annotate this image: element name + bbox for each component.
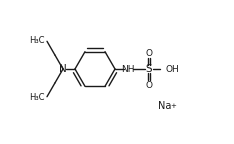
Text: NH: NH — [121, 65, 135, 73]
Text: OH: OH — [165, 65, 179, 73]
Text: H₃C: H₃C — [29, 36, 45, 45]
Text: O: O — [146, 49, 153, 57]
Text: H₃C: H₃C — [29, 93, 45, 102]
Text: +: + — [170, 103, 176, 109]
Text: Na: Na — [158, 101, 171, 111]
Text: O: O — [146, 80, 153, 90]
Text: S: S — [146, 64, 152, 74]
Text: N: N — [59, 64, 67, 74]
